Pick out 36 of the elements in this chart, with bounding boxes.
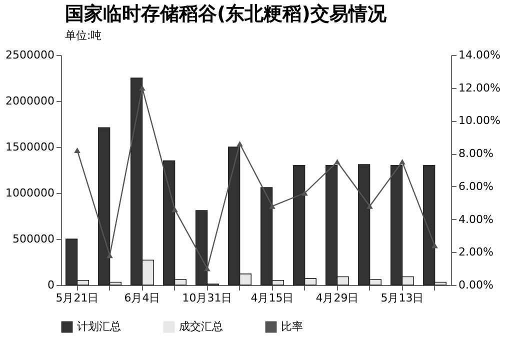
point: [399, 159, 406, 165]
y2-tick-label: 14.00%: [458, 48, 500, 62]
y2-tick-label: 6.00%: [458, 180, 494, 193]
y-tick-label: 1500000: [6, 140, 54, 154]
y-tick-label: 500000: [12, 232, 54, 246]
point: [269, 203, 276, 209]
point: [236, 140, 243, 146]
point: [204, 266, 210, 272]
point: [432, 242, 438, 248]
x-tick-label: 10月31日: [182, 292, 232, 304]
point: [334, 159, 340, 165]
point: [366, 203, 373, 209]
y-tick-label: 2500000: [6, 48, 54, 62]
x-tick-label: 4月29日: [316, 292, 359, 304]
x-tick-label: 4月15日: [250, 292, 294, 304]
point: [139, 85, 146, 91]
y-tick-label: 1000000: [6, 186, 54, 200]
y2-tick-label: 2.00%: [458, 246, 494, 259]
legend-label: 比率: [281, 320, 303, 333]
y2-tick-label: 10.00%: [458, 114, 500, 128]
y2-tick-label: 4.00%: [458, 212, 494, 226]
y-axis-title: 单位:吨: [65, 29, 102, 42]
y-tick-label: 2000000: [6, 94, 54, 108]
point: [302, 190, 308, 196]
x-tick-label: 5月13日: [380, 292, 424, 304]
x-tick-label: 6月4日: [124, 292, 160, 304]
y2-tick-label: 0.00%: [458, 278, 494, 292]
chart-title: 国家临时存储稻谷(东北粳稻)交易情况: [65, 3, 388, 25]
y2-tick-label: 8.00%: [458, 147, 494, 160]
legend-label: 计划汇总: [77, 320, 121, 333]
point: [172, 206, 178, 212]
legend-label: 成交汇总: [179, 320, 223, 333]
point: [74, 148, 80, 154]
y2-tick-label: 12.00%: [458, 81, 500, 94]
y-tick-label: 0: [48, 278, 54, 292]
x-tick-label: 5月21日: [56, 292, 99, 304]
